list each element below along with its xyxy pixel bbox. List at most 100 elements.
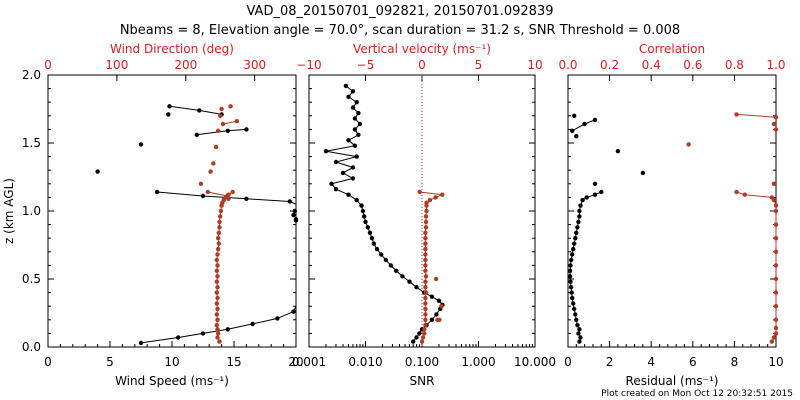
data-point xyxy=(194,132,199,137)
data-point xyxy=(433,195,438,200)
data-point xyxy=(228,104,233,109)
data-point xyxy=(417,331,422,336)
data-point xyxy=(577,214,582,219)
data-point xyxy=(773,115,779,120)
data-point xyxy=(216,236,221,241)
data-point xyxy=(570,252,575,257)
data-point xyxy=(200,331,206,336)
data-point xyxy=(568,263,573,268)
series-black-1 xyxy=(567,113,646,344)
series-black-1 xyxy=(95,104,299,346)
top-tick-label: 10 xyxy=(527,58,542,72)
data-point xyxy=(568,279,573,284)
figure-title-line1: VAD_08_20150701_092821, 20150701.092839 xyxy=(247,4,554,19)
x-axis-label: SNR xyxy=(410,374,435,388)
data-point xyxy=(218,208,224,214)
data-point xyxy=(211,161,216,166)
x-tick-label: 20 xyxy=(288,355,303,369)
x-tick-label: 0 xyxy=(44,355,52,369)
data-point xyxy=(439,304,444,309)
data-point xyxy=(216,241,221,246)
data-point xyxy=(350,165,356,170)
x-tick-label: 8 xyxy=(731,355,739,369)
top-tick-label: 1.0 xyxy=(766,58,785,72)
data-point xyxy=(214,257,219,263)
data-point xyxy=(423,306,428,312)
data-point xyxy=(414,285,419,290)
data-point xyxy=(771,121,777,127)
top-tick-label: −5 xyxy=(357,58,375,72)
data-point xyxy=(360,208,366,214)
panel-1: 0 5 10 15 20 Wind Speed (ms⁻¹) 0 100 200 300 Wind … xyxy=(2,42,304,388)
data-point xyxy=(214,290,219,295)
top-tick-label: 300 xyxy=(243,58,266,72)
top-tick-label: −10 xyxy=(296,58,321,72)
data-point xyxy=(215,335,220,340)
data-point xyxy=(582,121,587,127)
data-point xyxy=(572,306,577,312)
y-axis-label: z (km AGL) xyxy=(2,178,16,244)
footer-timestamp: Plot created on Mon Oct 12 20:32:51 2015 xyxy=(601,389,793,399)
data-point xyxy=(198,181,204,186)
data-point xyxy=(429,294,435,299)
data-point xyxy=(214,312,219,317)
data-point xyxy=(365,225,370,230)
data-point xyxy=(567,268,573,273)
data-point xyxy=(572,241,577,246)
data-point xyxy=(291,309,296,314)
data-point xyxy=(363,219,368,225)
data-point xyxy=(424,208,429,214)
data-point xyxy=(215,263,220,268)
data-point xyxy=(215,327,220,332)
data-point xyxy=(423,236,428,241)
data-point xyxy=(773,249,779,254)
data-point xyxy=(615,149,621,154)
data-point xyxy=(423,285,428,290)
segment-line xyxy=(196,128,247,136)
data-point xyxy=(773,331,779,336)
profile-line xyxy=(736,191,777,342)
data-point xyxy=(346,138,351,143)
data-point xyxy=(350,176,356,181)
data-point xyxy=(291,212,296,218)
data-point xyxy=(576,331,581,336)
data-point xyxy=(350,89,356,94)
data-point xyxy=(329,181,334,186)
data-point xyxy=(773,236,779,241)
data-point xyxy=(333,159,339,165)
data-point xyxy=(166,112,171,117)
data-point xyxy=(215,252,220,257)
top-tick-label: 100 xyxy=(105,58,128,72)
data-point xyxy=(424,200,429,205)
data-point xyxy=(371,241,376,246)
data-point xyxy=(287,199,292,204)
data-point xyxy=(407,279,412,284)
segment-line xyxy=(169,105,222,115)
data-point xyxy=(357,121,363,127)
data-point xyxy=(200,193,206,199)
data-point xyxy=(423,230,428,235)
data-point xyxy=(423,241,428,246)
data-point xyxy=(176,335,181,340)
data-point xyxy=(359,203,364,208)
data-point xyxy=(580,197,585,203)
data-point xyxy=(423,252,428,257)
data-point xyxy=(422,331,427,336)
data-point xyxy=(138,340,144,346)
data-point xyxy=(217,225,222,230)
data-point xyxy=(574,230,579,235)
data-point xyxy=(420,335,426,340)
x-tick-label: 0 xyxy=(564,355,572,369)
data-point xyxy=(218,214,223,219)
data-point xyxy=(574,317,579,322)
x-tick-label: 4 xyxy=(647,355,655,369)
data-point xyxy=(423,257,428,263)
plot-frame xyxy=(567,74,777,348)
data-point xyxy=(422,327,427,332)
top-tick-label: 0 xyxy=(418,58,426,72)
data-point xyxy=(569,290,574,295)
data-point xyxy=(573,236,578,241)
panel-3: 0 2 4 6 8 10 Residual (ms⁻¹) 0.0 0.2 0.4 0.6 0.8 1.0… xyxy=(558,42,785,388)
data-point xyxy=(640,170,646,176)
data-point xyxy=(573,312,578,317)
